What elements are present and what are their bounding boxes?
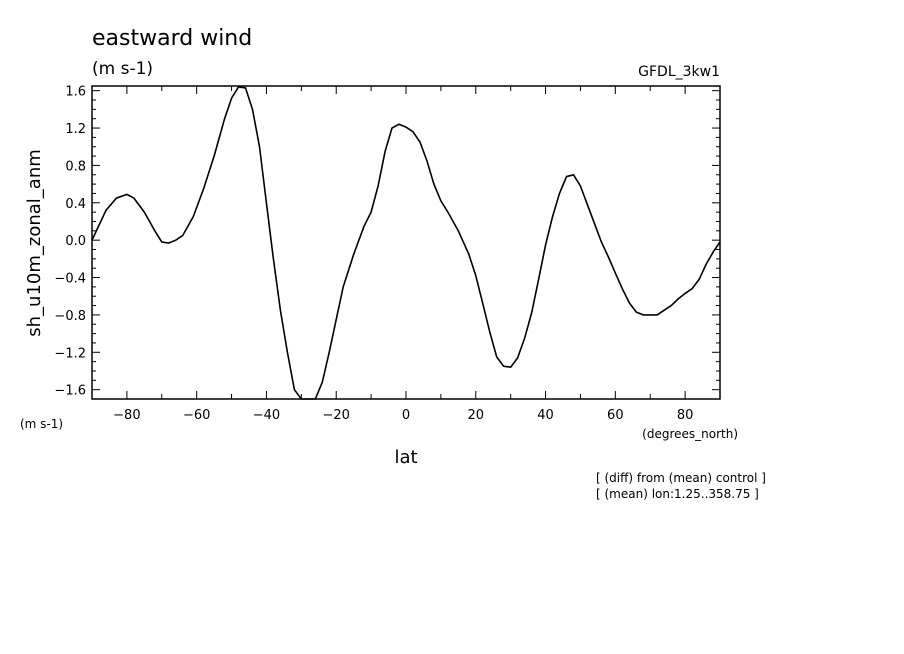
x-tick-label: −80	[113, 408, 140, 423]
x-tick-label: 80	[677, 408, 694, 423]
x-tick-label: −60	[183, 408, 210, 423]
x-axis-units: (degrees_north)	[642, 427, 738, 441]
y-tick-label: −1.2	[54, 346, 86, 361]
tick-labels: −80 −60 −40 −20 0 20 40 60 80 1.6 1.2 0.8 0.4 0.0 −0.4…	[54, 85, 693, 423]
x-tick-label: 20	[468, 408, 485, 423]
x-axis-title: lat	[394, 447, 417, 468]
x-tick-label: −20	[323, 408, 350, 423]
y-tick-label: 0.0	[65, 234, 86, 249]
chart-subtitle: (m s-1)	[92, 59, 153, 79]
y-tick-label: 1.6	[65, 85, 86, 100]
model-label: GFDL_3kw1	[638, 64, 720, 80]
x-tick-label: 0	[402, 408, 410, 423]
y-tick-label: 1.2	[65, 122, 86, 137]
tick-marks	[91, 86, 721, 400]
note-mean: [ (mean) lon:1.25..358.75 ]	[596, 487, 759, 501]
chart-title: eastward wind	[92, 26, 252, 51]
y-tick-label: −1.6	[54, 384, 86, 399]
plot-frame	[91, 85, 721, 400]
y-tick-label: 0.8	[65, 159, 86, 174]
y-tick-label: 0.4	[65, 197, 86, 212]
x-tick-label: 60	[607, 408, 624, 423]
y-tick-label: −0.8	[54, 309, 86, 324]
series-line	[91, 86, 721, 400]
x-tick-label: 40	[537, 408, 554, 423]
y-axis-title: sh_u10m_zonal_anm	[24, 149, 45, 337]
y-axis-units: (m s-1)	[20, 417, 63, 431]
y-tick-label: −0.4	[54, 272, 86, 287]
x-tick-label: −40	[253, 408, 280, 423]
note-diff: [ (diff) from (mean) control ]	[596, 471, 766, 485]
